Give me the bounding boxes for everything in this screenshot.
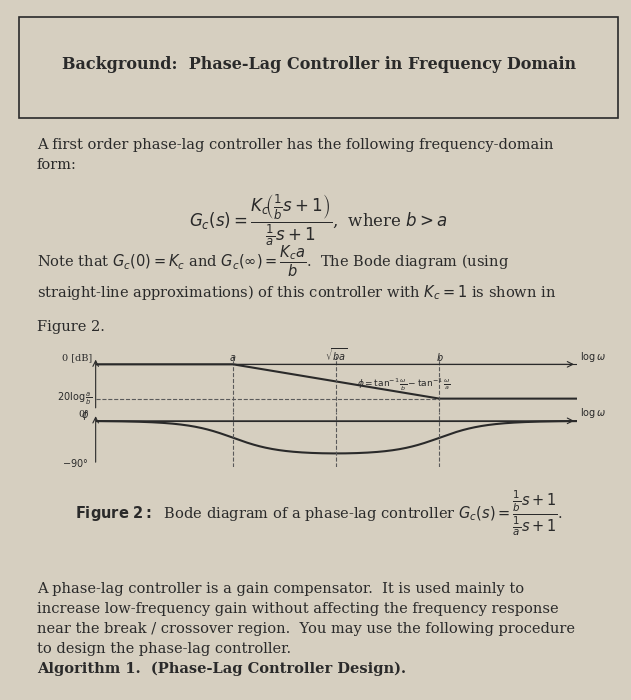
Text: Background:  Phase-Lag Controller in Frequency Domain: Background: Phase-Lag Controller in Freq…	[62, 57, 575, 74]
Text: Note that $G_c(0) = K_c$ and $G_c(\infty) = \dfrac{K_c a}{b}$.  The Bode diagram: Note that $G_c(0) = K_c$ and $G_c(\infty…	[37, 244, 509, 279]
Text: A phase-lag controller is a gain compensator.  It is used mainly to
increase low: A phase-lag controller is a gain compens…	[37, 582, 575, 656]
Text: Figure 2.: Figure 2.	[37, 319, 105, 334]
Text: $G_c(s) = \dfrac{K_c\!\left(\frac{1}{b}s+1\right)}{\frac{1}{a}s+1}$,  where $b >: $G_c(s) = \dfrac{K_c\!\left(\frac{1}{b}s…	[189, 193, 448, 248]
Text: A first order phase-lag controller has the following frequency-domain
form:: A first order phase-lag controller has t…	[37, 139, 553, 172]
Text: straight-line approximations) of this controller with $K_c = 1$ is shown in: straight-line approximations) of this co…	[37, 284, 556, 302]
Text: $\mathbf{Figure\ 2:}$  Bode diagram of a phase-lag controller $G_c(s) = \dfrac{\: $\mathbf{Figure\ 2:}$ Bode diagram of a …	[74, 489, 563, 538]
Text: Algorithm 1.  (Phase-Lag Controller Design).: Algorithm 1. (Phase-Lag Controller Desig…	[37, 662, 406, 676]
FancyBboxPatch shape	[20, 18, 618, 118]
